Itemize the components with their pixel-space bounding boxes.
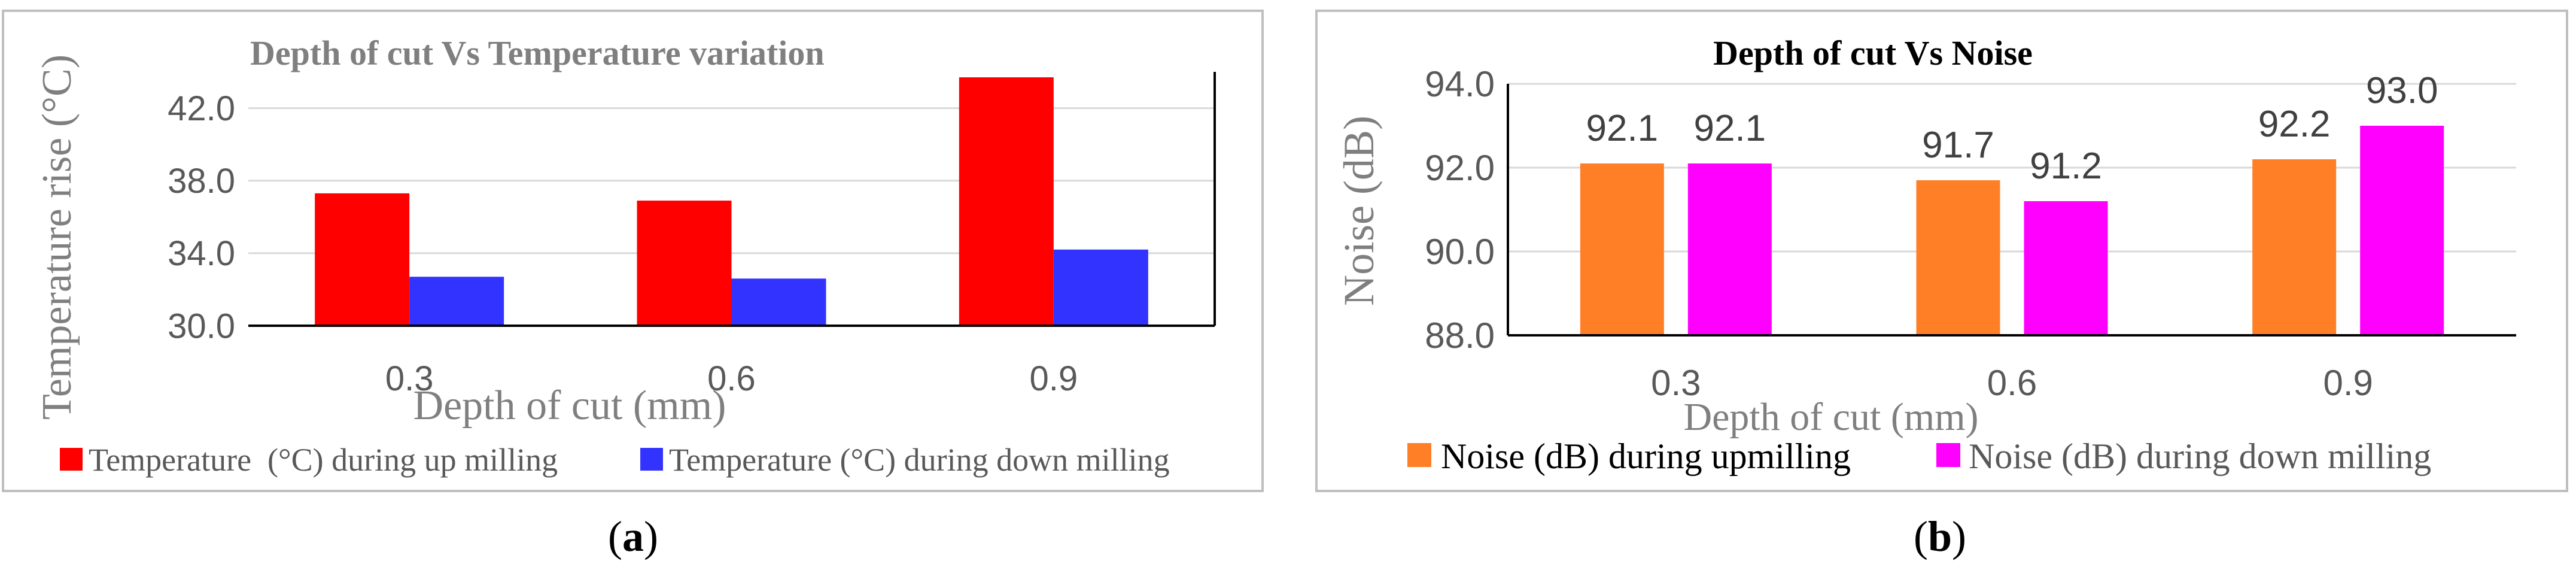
panel-b-legend: Noise (dB) during upmilling Noise (dB) d…: [1407, 436, 2431, 476]
panel-b-bar-s2-0.9: [2360, 126, 2444, 335]
panel-b-data-label: 93.0: [2366, 70, 2438, 111]
panel-a-y-tick-labels: 30.0 34.0 38.0 42.0: [168, 89, 235, 345]
panel-a-bar-s2-0.6: [731, 278, 826, 326]
panel-b-y-tick-label: 94.0: [1425, 64, 1495, 104]
panel-a-letter: a: [622, 513, 644, 560]
legend-swatch-noise-down-milling: [1936, 443, 1960, 467]
panel-a-title: Depth of cut Vs Temperature variation: [250, 34, 825, 72]
panel-a-bar-s1-0.9: [959, 77, 1054, 326]
panel-a-bar-s2-0.3: [409, 277, 504, 326]
panel-a-bar-s2-0.9: [1053, 249, 1148, 326]
panel-b: Depth of cut Vs Noise 92.1 92.1 91.791.292…: [1315, 10, 2568, 560]
panel-b-label: (b): [1914, 513, 1966, 560]
legend-swatch-up-milling: [60, 448, 83, 471]
panel-b-x-axis-title: Depth of cut (mm): [1683, 395, 1978, 439]
panel-b-bars: [1580, 126, 2444, 335]
panel-b-bar-s1-0.6: [1916, 180, 2000, 335]
panel-a-x-tick-label: 0.9: [1030, 359, 1078, 398]
panel-b-data-labels: 92.1 92.1 91.7 91.2 92.2 93.0: [1586, 70, 2438, 187]
legend-label-noise-up-milling: Noise (dB) during upmilling: [1441, 436, 1851, 476]
panel-b-bar-s2-0.6: [2024, 201, 2108, 335]
panel-a: Depth of cut Vs Temperature variation 30…: [2, 10, 1264, 560]
panel-b-y-tick-label: 88.0: [1425, 316, 1495, 356]
legend-label-down-milling: Temperature (°C) during down milling: [669, 442, 1170, 478]
panel-b-x-tick-label: 0.9: [2323, 363, 2373, 403]
panel-b-data-label: 92.1: [1693, 108, 1766, 149]
legend-label-noise-down-milling: Noise (dB) during down milling: [1969, 436, 2431, 476]
panel-a-label: (a): [608, 513, 658, 560]
panel-b-bar-s2-0.3: [1687, 163, 1772, 335]
panel-b-y-axis-title: Noise (dB): [1335, 116, 1383, 306]
panel-b-data-label: 92.2: [2258, 104, 2331, 145]
panel-a-x-tick-label: 0.3: [385, 359, 434, 398]
panel-a-y-axis-title: Temperature rise (°C): [34, 54, 80, 420]
panel-a-bars: [315, 77, 1148, 326]
legend-swatch-noise-up-milling: [1407, 443, 1431, 467]
panel-a-y-tick-label: 38.0: [168, 162, 235, 201]
panel-b-title: Depth of cut Vs Noise: [1713, 34, 2033, 72]
panel-a-bar-s1-0.6: [637, 201, 732, 326]
panel-a-y-tick-label: 42.0: [168, 89, 235, 128]
panel-b-x-tick-labels: 0.3 0.6 0.9: [1651, 363, 2373, 403]
legend-label-up-milling: Temperature (°C) during up milling: [89, 442, 558, 478]
legend-swatch-down-milling: [640, 448, 663, 471]
panel-b-x-tick-label: 0.6: [1987, 363, 2037, 403]
panel-b-x-tick-label: 0.3: [1651, 363, 1701, 403]
panel-a-x-tick-labels: 0.3 0.6 0.9: [385, 359, 1078, 398]
panel-b-data-label: 92.1: [1586, 108, 1658, 149]
panel-b-gridlines: [1508, 83, 2516, 253]
panel-b-bar-s1-0.3: [1580, 163, 1664, 335]
panel-a-y-tick-label: 30.0: [168, 307, 235, 345]
panel-b-y-tick-label: 92.0: [1425, 148, 1495, 188]
panel-a-bar-s1-0.3: [315, 193, 410, 326]
panel-b-y-tick-labels: 88.0 90.0 92.0 94.0: [1425, 64, 1495, 356]
panel-a-legend: Temperature (°C) during up milling Tempe…: [60, 442, 1170, 478]
panel-b-data-label: 91.2: [2030, 145, 2102, 187]
panel-a-x-axis-title: Depth of cut (mm): [413, 383, 726, 429]
panel-a-y-tick-label: 34.0: [168, 234, 235, 273]
panel-a-x-tick-label: 0.6: [707, 359, 756, 398]
panel-b-letter: b: [1928, 513, 1952, 560]
panel-b-data-label: 91.7: [1922, 125, 1994, 166]
panel-b-y-tick-label: 90.0: [1425, 232, 1495, 272]
panel-b-bar-s1-0.9: [2252, 159, 2337, 335]
